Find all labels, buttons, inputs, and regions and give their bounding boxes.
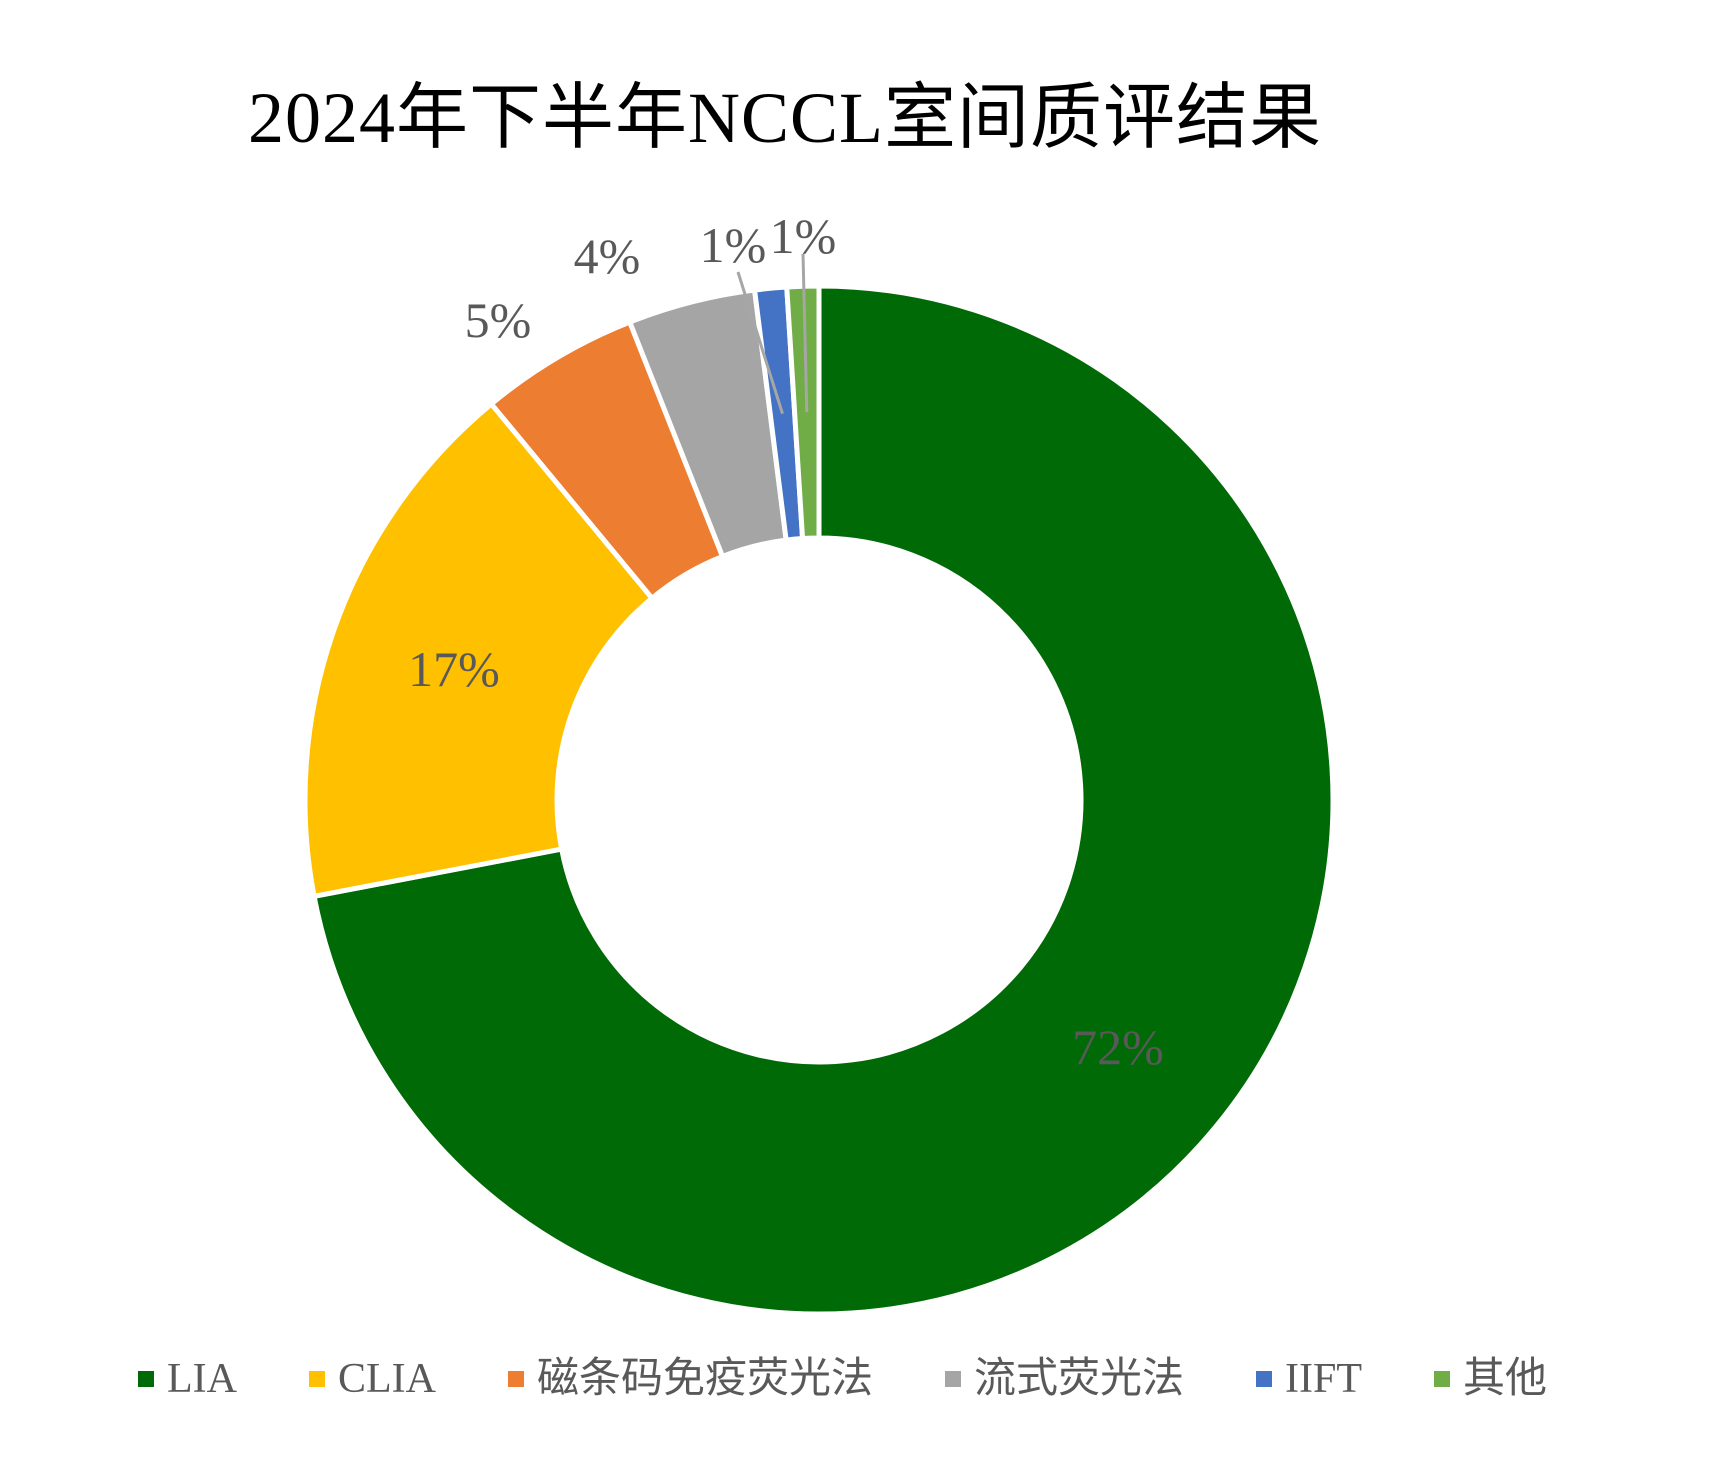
legend-label-流式荧光法: 流式荧光法 — [974, 1356, 1185, 1402]
legend-swatch-CLIA — [308, 1371, 325, 1387]
data-label-磁条码免疫荧光法: 5% — [465, 292, 532, 348]
data-label-LIA: 72% — [1072, 1019, 1164, 1075]
legend-item-其他: 其他 — [1434, 1358, 1547, 1400]
leader-line-其他 — [801, 253, 809, 413]
legend-label-IIFT: IIFT — [1285, 1356, 1363, 1402]
leader-line-IIFT — [736, 271, 784, 415]
legend-label-LIA: LIA — [167, 1356, 237, 1402]
legend-item-磁条码免疫荧光法: 磁条码免疫荧光法 — [507, 1356, 873, 1402]
legend-swatch-其他 — [1434, 1371, 1451, 1387]
data-label-IIFT: 1% — [700, 217, 767, 273]
chart-legend: LIA CLIA 磁条码免疫荧光法 流式荧光法 IIFT 其他 — [138, 1348, 1638, 1410]
legend-item-CLIA: CLIA — [308, 1356, 436, 1402]
legend-item-IIFT: IIFT — [1256, 1358, 1362, 1400]
legend-swatch-流式荧光法 — [945, 1371, 961, 1387]
legend-item-流式荧光法: 流式荧光法 — [945, 1358, 1184, 1400]
data-label-CLIA: 17% — [408, 641, 500, 697]
pie-slice-5-其他 — [784, 283, 822, 542]
data-label-其他: 1% — [770, 208, 837, 264]
legend-swatch-LIA — [138, 1371, 154, 1387]
legend-item-LIA: LIA — [138, 1358, 237, 1400]
legend-label-其他: 其他 — [1463, 1356, 1548, 1402]
legend-label-磁条码免疫荧光法: 磁条码免疫荧光法 — [536, 1356, 873, 1402]
chart-title: 2024年下半年NCCL室间质评结果 — [247, 78, 1323, 158]
legend-swatch-磁条码免疫荧光法 — [507, 1371, 524, 1387]
pie-slice-0-LIA — [311, 283, 1336, 1317]
data-label-流式荧光法: 4% — [574, 228, 641, 284]
pie-slice-1-CLIA — [302, 401, 655, 899]
legend-swatch-IIFT — [1256, 1371, 1273, 1387]
legend-label-CLIA: CLIA — [337, 1356, 436, 1402]
